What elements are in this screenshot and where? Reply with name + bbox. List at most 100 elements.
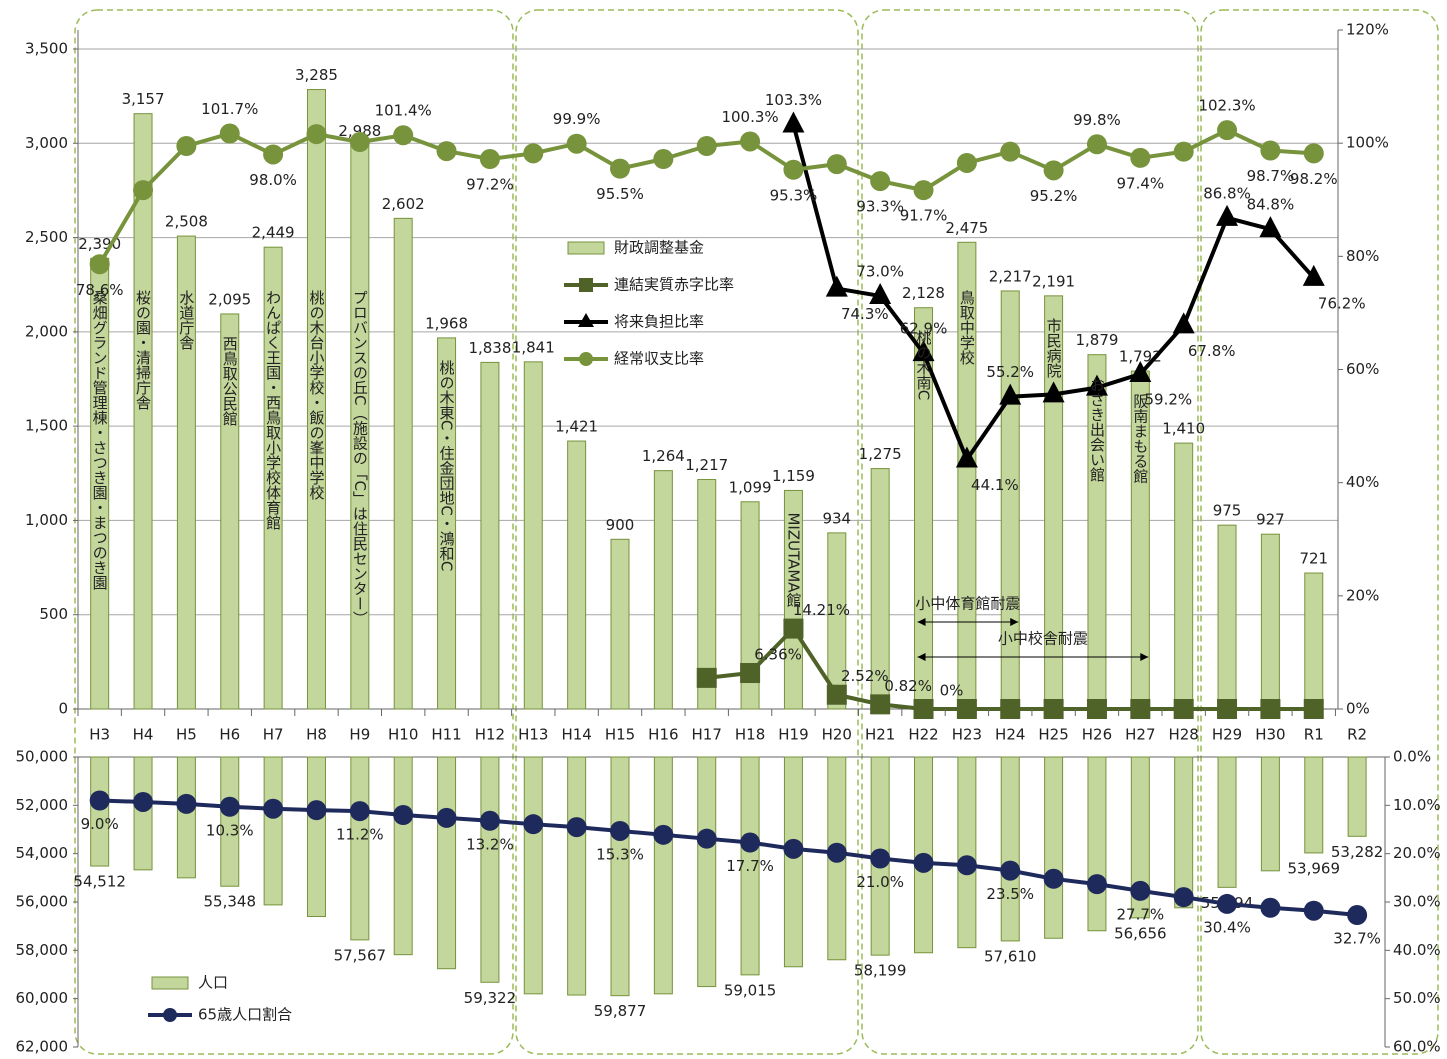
y-tick-label: 58,000 xyxy=(16,941,69,959)
x-tick-label: H5 xyxy=(176,726,197,744)
data-label: 10.3% xyxy=(206,821,254,839)
data-label: 1,264 xyxy=(642,447,685,465)
data-label: 59,877 xyxy=(594,1002,647,1020)
bar-note: 桃の木南C xyxy=(915,330,933,400)
x-tick-label: H26 xyxy=(1082,726,1112,744)
marker xyxy=(783,838,804,859)
legend-label: 財政調整基金 xyxy=(614,239,704,257)
data-label: 98.0% xyxy=(249,171,297,189)
y2-tick-label: 60.0% xyxy=(1393,1038,1441,1056)
data-label: 67.8% xyxy=(1188,342,1236,360)
marker xyxy=(1000,699,1021,719)
marker xyxy=(912,340,935,362)
bar xyxy=(610,756,630,997)
legend-marker xyxy=(579,352,593,366)
marker xyxy=(696,828,717,849)
x-tick-label: H28 xyxy=(1168,726,1198,744)
marker xyxy=(89,254,110,275)
bar xyxy=(220,313,240,710)
bar xyxy=(740,756,760,976)
marker xyxy=(1303,699,1324,719)
data-label: 2,508 xyxy=(165,213,208,231)
data-label: 3,285 xyxy=(295,66,338,84)
data-label: 103.3% xyxy=(765,91,822,109)
y2-tick-label: 100% xyxy=(1346,134,1389,152)
y-tick-label: 50,000 xyxy=(16,748,69,766)
bar xyxy=(783,756,803,968)
data-label: 15.3% xyxy=(596,845,644,863)
marker xyxy=(1260,140,1281,161)
bar xyxy=(653,470,673,710)
x-tick-label: H18 xyxy=(735,726,765,744)
data-label: 6.36% xyxy=(754,646,802,664)
y-tick-label: 52,000 xyxy=(16,796,69,814)
y-tick-label: 1,000 xyxy=(25,511,68,529)
marker xyxy=(1043,699,1064,719)
data-label: 98.2% xyxy=(1290,170,1338,188)
bar xyxy=(1217,524,1237,710)
marker xyxy=(1217,120,1238,141)
x-tick-label: H21 xyxy=(865,726,895,744)
data-label: 53,969 xyxy=(1288,859,1341,877)
data-label: 76.2% xyxy=(1318,294,1366,312)
bar xyxy=(610,538,630,710)
data-label: 2,128 xyxy=(902,284,945,302)
marker xyxy=(436,141,457,162)
data-label: 17.7% xyxy=(726,857,774,875)
y2-tick-label: 20% xyxy=(1346,586,1379,604)
x-tick-label: R2 xyxy=(1347,726,1367,744)
x-tick-label: H24 xyxy=(995,726,1025,744)
marker xyxy=(176,793,197,814)
marker xyxy=(393,805,414,825)
data-label: 1,217 xyxy=(685,456,728,474)
data-label: 1,968 xyxy=(425,314,468,332)
bar-note: おさき出会い館 xyxy=(1088,377,1106,482)
marker xyxy=(610,158,630,179)
data-label: 1,410 xyxy=(1162,420,1205,438)
legend-marker xyxy=(578,313,594,327)
data-label: 14.21% xyxy=(793,601,850,619)
bar-note: 鳥取中学校 xyxy=(958,289,976,365)
marker xyxy=(1086,874,1107,895)
x-tick-label: H3 xyxy=(89,726,110,744)
bar-note: 阪南まもる館 xyxy=(1131,393,1149,483)
data-label: 95.3% xyxy=(770,186,818,204)
bar xyxy=(523,361,543,710)
marker xyxy=(825,275,848,297)
marker xyxy=(999,383,1022,405)
marker xyxy=(1129,361,1152,383)
marker xyxy=(1347,905,1368,926)
y-tick-label: 60,000 xyxy=(16,989,69,1007)
data-label: 23.5% xyxy=(986,885,1034,903)
marker xyxy=(913,180,934,201)
marker xyxy=(393,125,414,146)
marker xyxy=(219,796,240,817)
marker xyxy=(782,111,805,133)
data-label: 2,449 xyxy=(252,224,295,242)
marker xyxy=(133,791,154,812)
bar xyxy=(350,756,370,941)
group-frame xyxy=(74,9,514,1055)
bar xyxy=(176,235,196,710)
bar-note: 桃の木台小学校・飯の峯中学校 xyxy=(307,290,325,500)
marker xyxy=(263,798,284,819)
marker xyxy=(1042,381,1065,403)
marker xyxy=(740,832,761,853)
bar xyxy=(1304,756,1324,854)
marker xyxy=(1172,312,1195,334)
bar xyxy=(1260,756,1280,872)
data-label: 95.2% xyxy=(1030,187,1078,205)
marker xyxy=(1260,699,1281,719)
x-tick-label: H12 xyxy=(475,726,505,744)
bar xyxy=(437,337,457,710)
legend-label: 将来負担比率 xyxy=(614,313,704,331)
data-label: 9.0% xyxy=(81,815,119,833)
data-label: 78.6% xyxy=(76,281,124,299)
data-label: 59,322 xyxy=(464,989,517,1007)
marker xyxy=(306,124,327,145)
bar xyxy=(957,756,977,949)
marker xyxy=(566,133,587,154)
bar xyxy=(1130,756,1150,919)
data-label: 99.8% xyxy=(1073,111,1121,129)
